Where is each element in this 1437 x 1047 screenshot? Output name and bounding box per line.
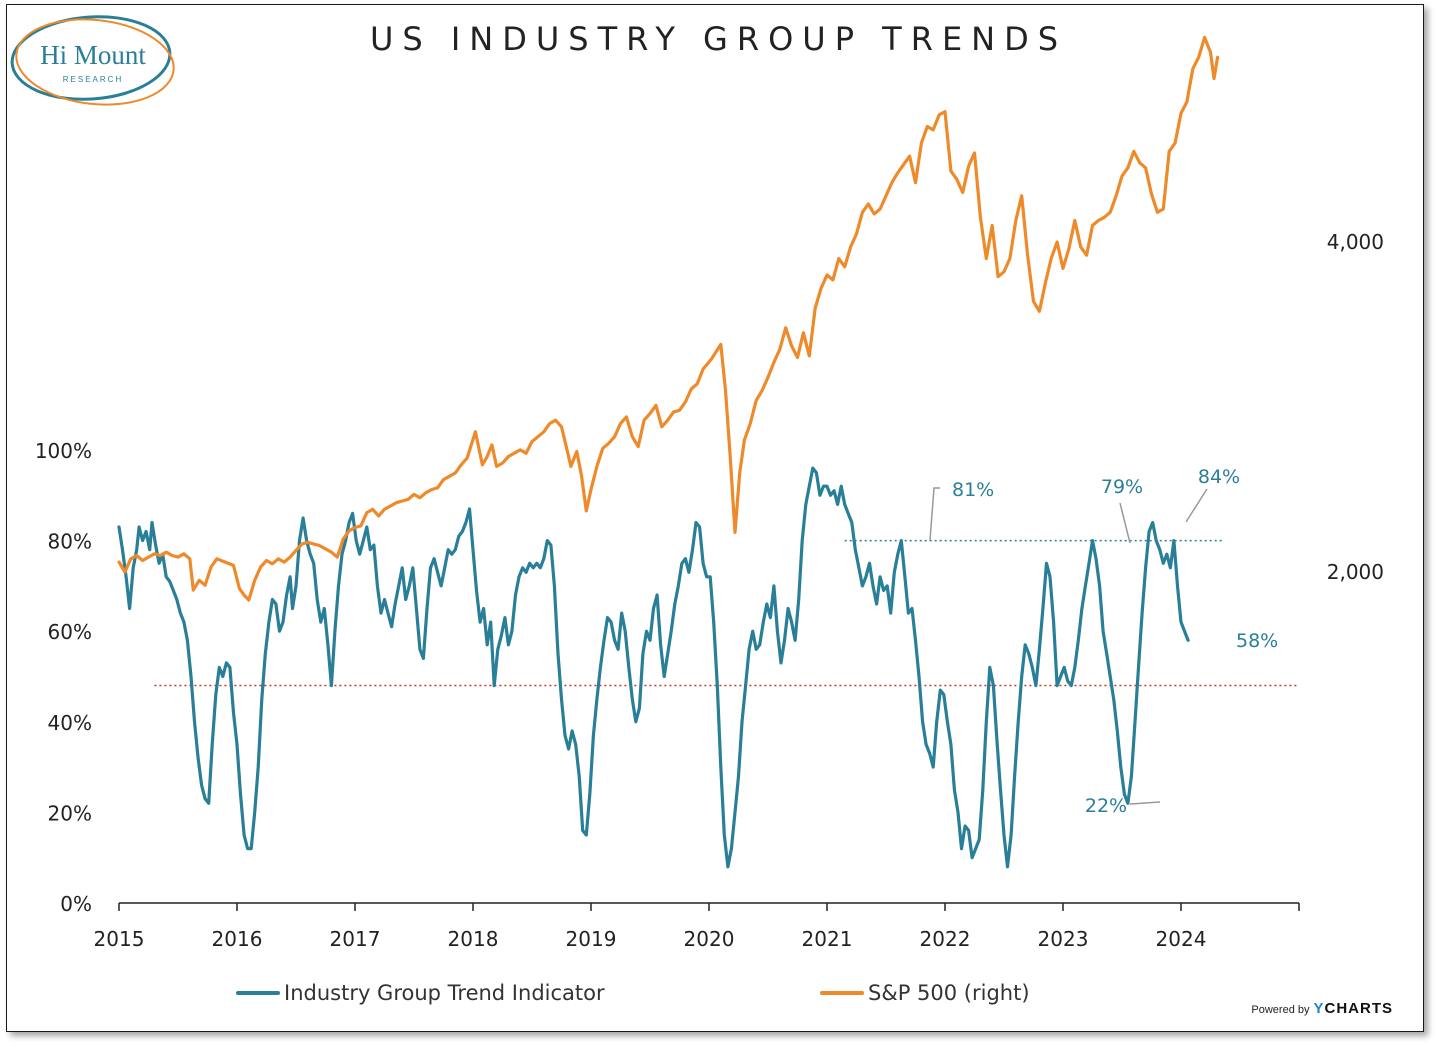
- annotation-leader: [1129, 801, 1161, 805]
- x-tick-label: 2023: [1038, 927, 1089, 951]
- y-left-tick-label: 20%: [48, 801, 92, 825]
- y-left-tick-label: 40%: [48, 711, 92, 735]
- series-line-indicator: [117, 466, 1190, 869]
- annotation-label: 81%: [952, 479, 994, 501]
- y-left-tick-label: 0%: [60, 892, 92, 916]
- x-tick-label: 2016: [212, 927, 263, 951]
- annotation-leader: [1119, 502, 1131, 544]
- y-left-tick-label: 80%: [48, 530, 92, 554]
- logo-name: Hi Mount: [40, 40, 146, 70]
- x-tick-label: 2021: [802, 927, 853, 951]
- legend-sp500: S&P 500 (right): [820, 981, 1030, 1005]
- y-left-tick-label: 100%: [35, 439, 92, 463]
- x-tick-label: 2017: [330, 927, 381, 951]
- x-tick-label: 2015: [94, 927, 145, 951]
- logo-sub: RESEARCH: [62, 75, 124, 84]
- legend-indicator-label: Industry Group Trend Indicator: [284, 981, 605, 1005]
- x-tick-label: 2022: [920, 927, 971, 951]
- legend-sp500-label: S&P 500 (right): [868, 981, 1030, 1005]
- y-right-tick-label: 4,000: [1327, 230, 1384, 254]
- legend-indicator: Industry Group Trend Indicator: [236, 981, 605, 1005]
- x-tick-label: 2024: [1156, 927, 1207, 951]
- annotation-label: 58%: [1236, 630, 1278, 652]
- annotation-label: 22%: [1085, 795, 1127, 817]
- chart-title: US INDUSTRY GROUP TRENDS: [369, 20, 1068, 58]
- legend-indicator-swatch: [236, 991, 280, 995]
- x-tick-label: 2020: [684, 927, 735, 951]
- y-right-tick-label: 2,000: [1327, 560, 1384, 584]
- powered-by: Powered by YCHARTS: [1251, 1000, 1393, 1017]
- x-tick-label: 2019: [566, 927, 617, 951]
- legend-sp500-swatch: [820, 991, 864, 995]
- x-tick-label: 2018: [448, 927, 499, 951]
- logo: Hi Mount RESEARCH: [10, 12, 176, 108]
- annotation-label: 79%: [1101, 476, 1143, 498]
- annotation-leader: [1185, 488, 1208, 523]
- ycharts-logo: YCHARTS: [1313, 1000, 1393, 1017]
- series-line-sp500: [117, 35, 1220, 602]
- annotation-label: 84%: [1198, 466, 1240, 488]
- annotation-leader: [929, 487, 940, 541]
- y-left-tick-label: 60%: [48, 620, 92, 644]
- powered-prefix: Powered by: [1251, 1004, 1310, 1016]
- logo-ellipse: [10, 15, 175, 106]
